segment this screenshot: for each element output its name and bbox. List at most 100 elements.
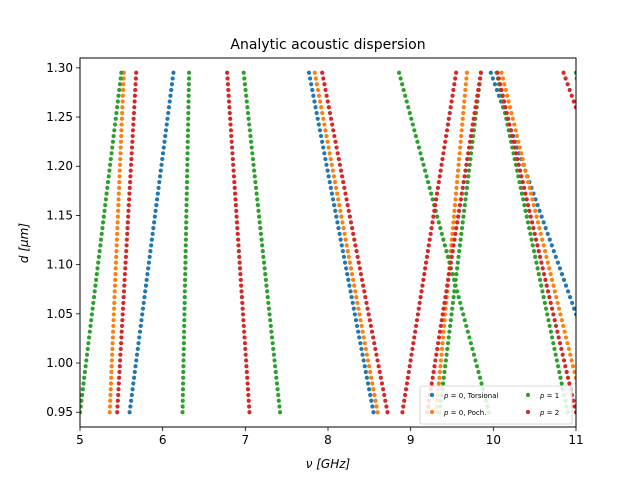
data-point (110, 329, 116, 334)
data-point (315, 116, 320, 121)
data-point (541, 272, 547, 277)
data-point (403, 93, 408, 98)
data-point (440, 335, 446, 340)
data-point (240, 300, 245, 306)
data-point (120, 306, 126, 311)
data-point (443, 358, 449, 363)
data-point (162, 139, 167, 144)
data-point (557, 266, 563, 271)
data-point (519, 174, 524, 179)
data-point (452, 289, 457, 294)
data-point (561, 358, 567, 363)
data-point (171, 70, 176, 75)
data-point (133, 82, 138, 87)
data-point (454, 70, 459, 75)
data-point (441, 323, 447, 329)
data-point (147, 254, 152, 259)
data-point (371, 387, 376, 392)
data-point (446, 335, 451, 340)
data-point (467, 335, 472, 340)
data-point (445, 283, 450, 288)
data-point (539, 260, 544, 265)
data-point (102, 208, 107, 213)
data-point (90, 306, 95, 311)
data-point (533, 237, 539, 242)
data-point (242, 335, 247, 340)
y-tick-label: 1.25 (46, 110, 73, 124)
data-point (558, 312, 563, 317)
data-point (452, 82, 457, 87)
data-point (144, 277, 149, 282)
data-point (400, 82, 405, 87)
data-point (380, 387, 386, 392)
data-point (237, 254, 242, 259)
data-point (535, 220, 541, 225)
data-point (184, 197, 189, 202)
data-point (137, 335, 142, 340)
data-point (344, 243, 349, 248)
data-point (441, 329, 446, 334)
data-point (169, 87, 174, 93)
data-point (466, 168, 472, 173)
data-point (114, 254, 119, 259)
data-point (118, 156, 123, 162)
data-point (435, 214, 440, 219)
data-point (461, 214, 466, 219)
data-point (242, 329, 247, 334)
data-point (185, 174, 190, 179)
data-point (181, 346, 186, 352)
data-point (185, 139, 190, 144)
data-point (398, 76, 403, 81)
data-point (530, 197, 535, 202)
data-point (128, 174, 133, 179)
data-point (547, 266, 552, 271)
data-point (556, 335, 561, 340)
data-point (343, 237, 348, 242)
data-point (532, 231, 537, 236)
data-point (541, 220, 546, 225)
data-point (231, 168, 236, 173)
data-point (265, 295, 270, 300)
data-point (450, 226, 455, 231)
data-point (517, 145, 522, 150)
data-point (464, 323, 469, 329)
data-point (111, 312, 116, 317)
data-point (474, 364, 480, 369)
data-point (135, 346, 140, 352)
data-point (456, 214, 461, 219)
data-point (245, 375, 250, 380)
data-point (180, 381, 186, 386)
data-point (245, 381, 250, 386)
data-point (182, 306, 187, 311)
data-point (322, 82, 327, 87)
data-point (181, 364, 186, 369)
data-point (115, 214, 120, 219)
data-point (516, 162, 521, 167)
data-point (82, 375, 87, 380)
data-point (339, 243, 344, 248)
data-point (133, 364, 138, 369)
data-point (335, 191, 340, 196)
data-point (271, 346, 276, 352)
data-point (407, 110, 412, 116)
data-point (492, 82, 498, 87)
data-point (370, 381, 375, 386)
data-point (559, 318, 564, 323)
data-point (352, 283, 357, 288)
data-point (127, 197, 132, 202)
data-point (143, 289, 148, 294)
data-point (138, 323, 143, 329)
data-point (106, 174, 111, 179)
data-point (307, 76, 313, 81)
data-point (548, 272, 553, 277)
data-point (248, 133, 253, 139)
data-point (119, 323, 125, 329)
data-point (309, 82, 314, 87)
data-point (114, 249, 119, 254)
data-point (118, 341, 124, 346)
data-point (447, 329, 452, 334)
data-point (552, 318, 557, 323)
data-point (324, 162, 329, 167)
data-point (458, 300, 463, 306)
data-point (235, 231, 240, 236)
